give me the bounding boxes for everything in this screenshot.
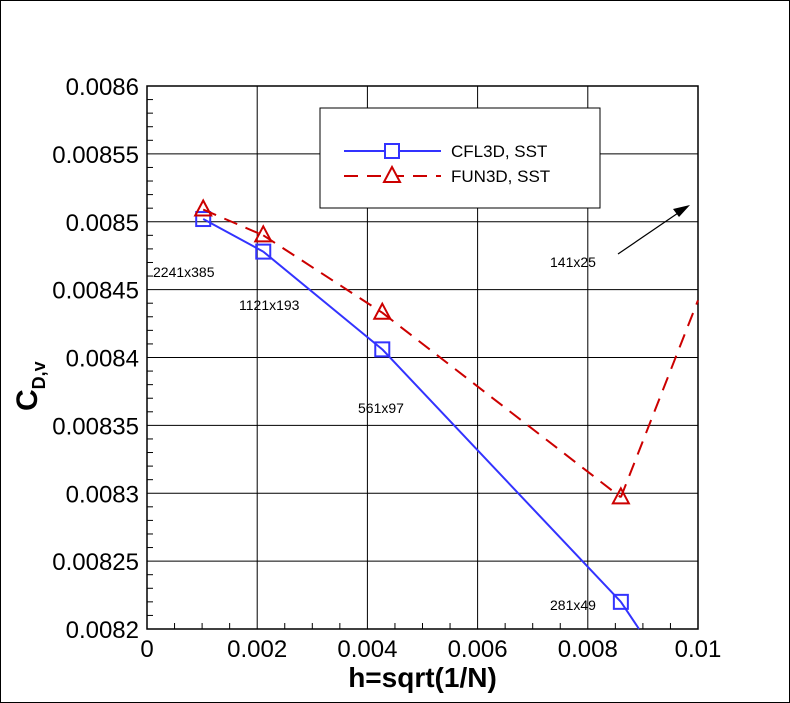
- arrow-head-icon: [673, 205, 690, 217]
- legend-marker-square: [384, 143, 400, 159]
- data-point-square: [612, 593, 629, 610]
- x-tick-label: 0: [140, 636, 153, 663]
- grid-size-annotation: 561x97: [358, 400, 404, 416]
- y-tick-label: 0.00835: [52, 413, 139, 440]
- y-tick-label: 0.00825: [52, 549, 139, 576]
- y-tick-label: 0.0086: [66, 74, 139, 101]
- y-tick-label: 0.0085: [66, 210, 139, 237]
- grid-size-annotation: 1121x193: [239, 297, 300, 313]
- x-tick-label: 0.004: [337, 636, 397, 663]
- y-tick-label: 0.0084: [66, 346, 139, 373]
- data-point-triangle: [611, 486, 631, 505]
- series-line: [202, 208, 699, 499]
- y-axis-label: CD,v: [11, 361, 49, 411]
- data-point-triangle: [253, 224, 273, 243]
- grid-size-annotation: 141x25: [550, 254, 596, 270]
- x-tick-label: 0.002: [227, 636, 287, 663]
- y-tick-label: 0.00855: [52, 142, 139, 169]
- x-tick-label: 0.01: [675, 636, 722, 663]
- legend: [319, 107, 601, 209]
- y-tick-label: 0.0083: [66, 481, 139, 508]
- grid-size-annotation: 281x49: [550, 597, 596, 613]
- x-tick-label: 0.008: [558, 636, 618, 663]
- data-point-square: [374, 341, 391, 358]
- legend-marker-triangle: [382, 164, 402, 183]
- data-point-square: [255, 243, 272, 260]
- y-tick-label: 0.0082: [66, 617, 139, 644]
- legend-label: CFL3D, SST: [451, 142, 547, 161]
- y-axis-label-main: C: [11, 389, 44, 411]
- x-tick-label: 0.006: [448, 636, 508, 663]
- series-line: [202, 218, 640, 630]
- grid-size-annotation: 2241x385: [153, 264, 215, 280]
- legend-label: FUN3D, SST: [451, 167, 550, 186]
- y-tick-label: 0.00845: [52, 278, 139, 305]
- x-axis-label: h=sqrt(1/N): [348, 662, 497, 693]
- data-point-triangle: [372, 301, 392, 320]
- series-0: [195, 211, 640, 630]
- annotation-arrow-line: [617, 210, 682, 255]
- y-axis-label-sub: D,v: [29, 361, 49, 389]
- data-point-triangle: [193, 198, 213, 217]
- data-point-square: [195, 211, 212, 228]
- series-1: [193, 198, 699, 505]
- plot-frame: [146, 85, 699, 630]
